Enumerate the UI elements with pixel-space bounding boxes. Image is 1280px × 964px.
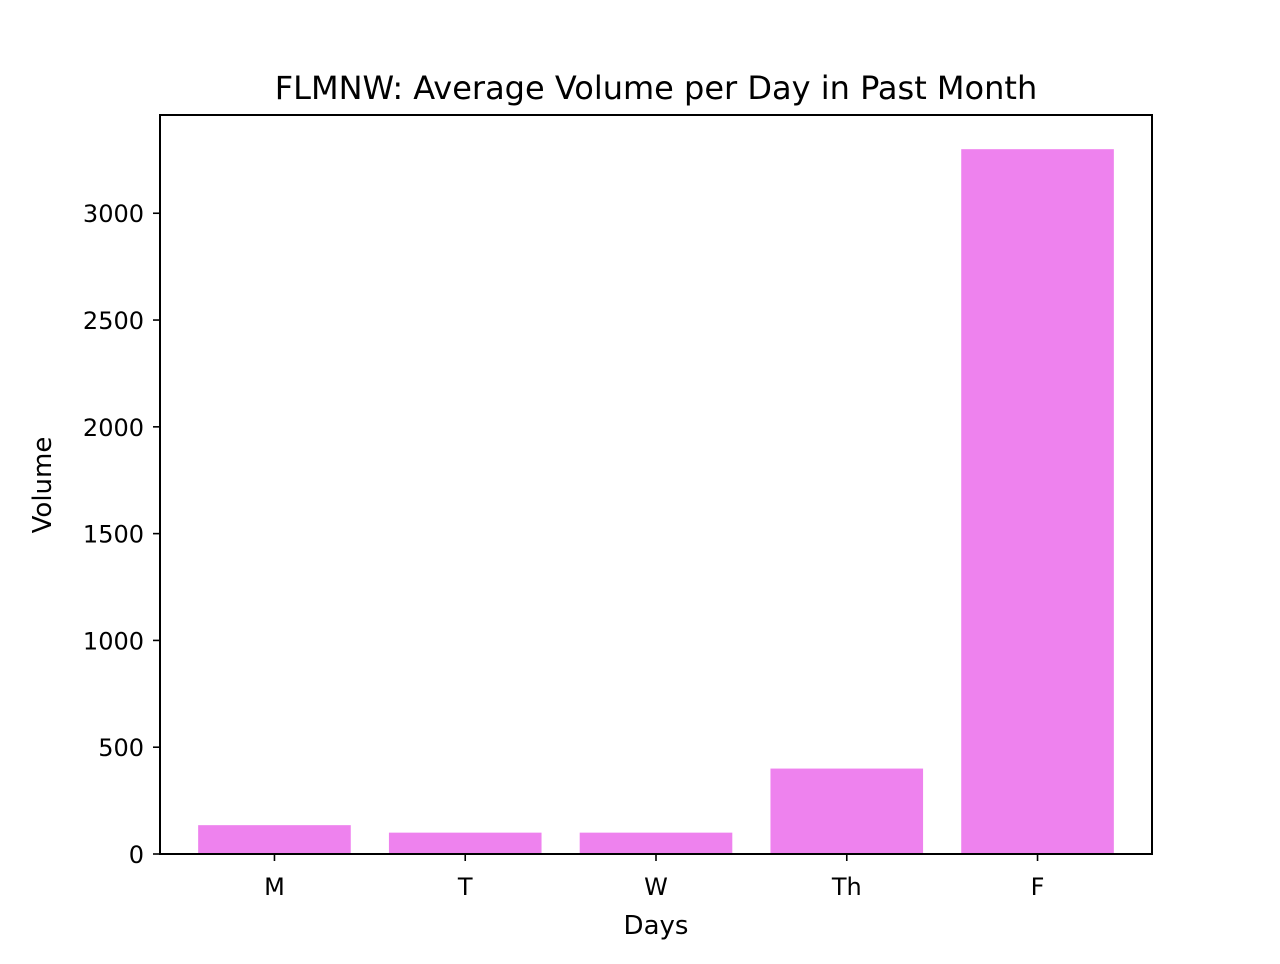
x-tick-label: M: [264, 873, 285, 901]
y-axis-label: Volume: [28, 437, 58, 534]
y-tick-label: 2500: [83, 307, 144, 335]
x-tick-label: Th: [831, 873, 862, 901]
x-axis-label: Days: [624, 911, 689, 941]
y-tick-label: 1000: [83, 627, 144, 655]
y-tick-label: 0: [129, 841, 144, 869]
bar-m: [198, 825, 351, 854]
x-tick-label: W: [644, 873, 668, 901]
y-tick-label: 3000: [83, 200, 144, 228]
y-tick-label: 500: [98, 734, 144, 762]
bar-th: [770, 769, 923, 854]
bar-w: [580, 833, 733, 854]
bar-t: [389, 833, 542, 854]
x-tick-label: F: [1031, 873, 1045, 901]
y-tick-label: 2000: [83, 414, 144, 442]
bar-f: [961, 149, 1114, 854]
y-tick-label: 1500: [83, 521, 144, 549]
x-tick-label: T: [457, 873, 473, 901]
chart-title: FLMNW: Average Volume per Day in Past Mo…: [275, 69, 1037, 107]
